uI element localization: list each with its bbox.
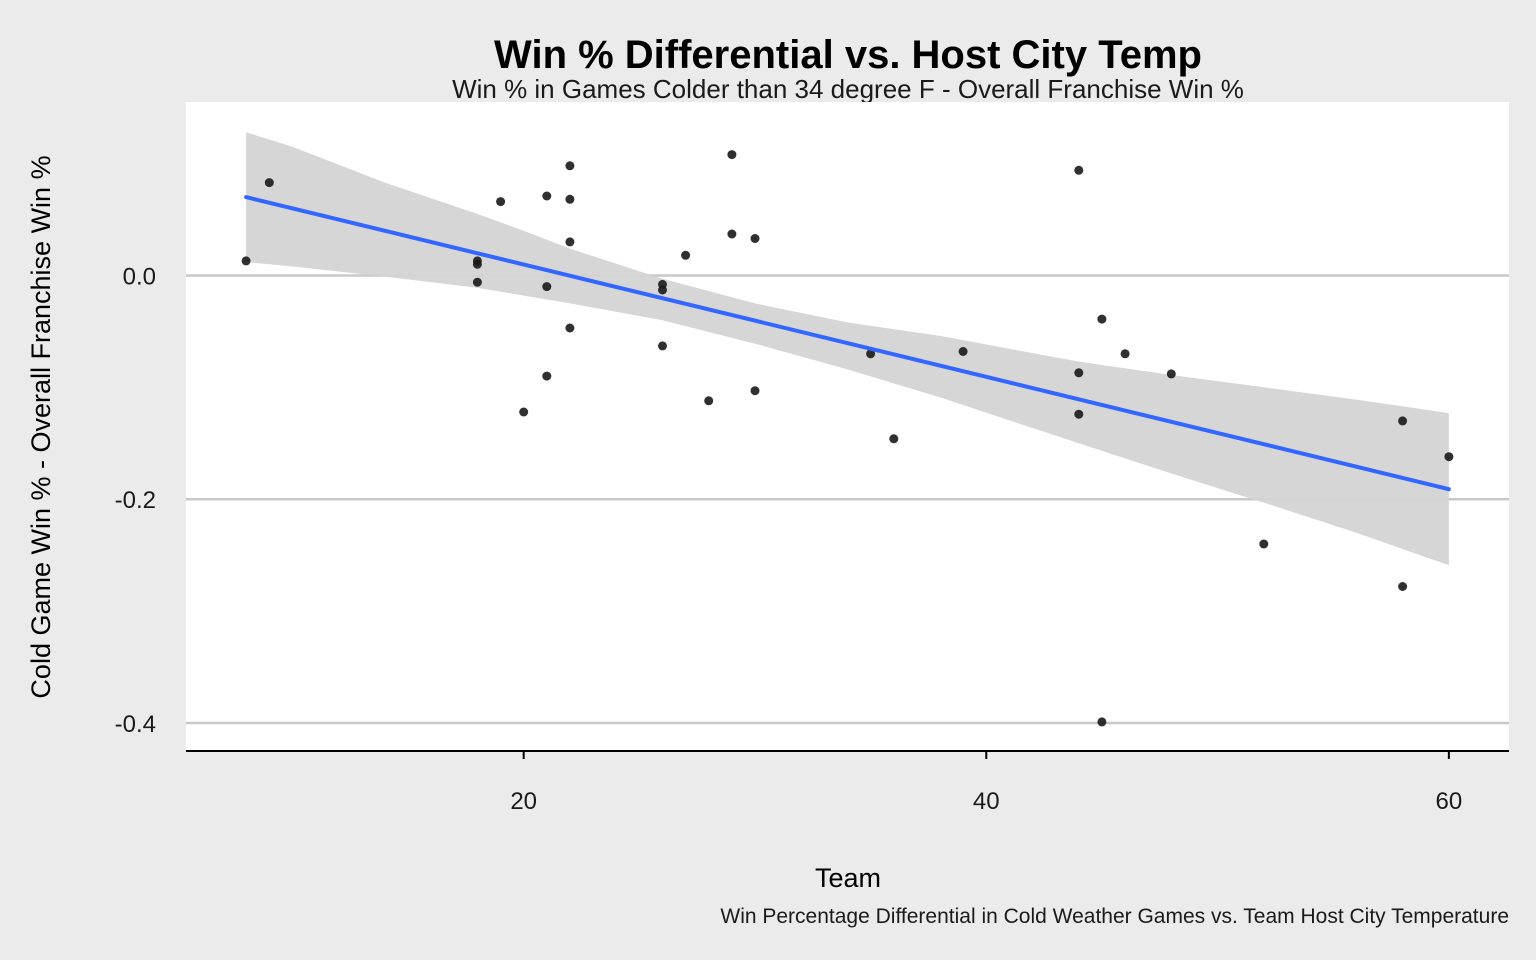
data-point xyxy=(727,150,737,160)
data-point xyxy=(1166,369,1176,379)
data-point xyxy=(866,349,876,359)
data-point xyxy=(1097,314,1107,324)
data-point xyxy=(704,396,714,406)
data-point xyxy=(1074,409,1084,419)
data-point xyxy=(542,282,552,292)
y-axis-label: Cold Game Win % - Overall Franchise Win … xyxy=(26,155,56,698)
data-point xyxy=(565,237,575,247)
data-point xyxy=(1398,416,1408,426)
data-point xyxy=(565,323,575,333)
data-point xyxy=(472,259,482,269)
data-point xyxy=(565,161,575,171)
data-point xyxy=(542,191,552,201)
data-point xyxy=(241,256,251,266)
data-point xyxy=(889,434,899,444)
y-tick-label: -0.2 xyxy=(115,487,156,514)
x-axis-label: Team xyxy=(815,863,881,893)
chart-caption: Win Percentage Differential in Cold Weat… xyxy=(720,905,1509,928)
data-point xyxy=(565,194,575,204)
data-point xyxy=(1074,165,1084,175)
confidence-band-group xyxy=(246,132,1449,566)
data-point xyxy=(750,234,760,243)
trend-line xyxy=(244,195,1451,492)
data-point xyxy=(681,250,691,260)
data-point xyxy=(727,229,737,239)
confidence-band xyxy=(246,132,1449,566)
data-point xyxy=(658,341,667,351)
data-points xyxy=(241,150,1454,727)
data-point xyxy=(750,386,760,396)
y-tick-label: -0.4 xyxy=(115,711,156,738)
trend-line-group xyxy=(244,195,1451,492)
chart-title: Win % Differential vs. Host City Temp xyxy=(494,33,1202,77)
data-point xyxy=(1259,539,1269,549)
x-tick-label: 20 xyxy=(510,788,537,815)
y-tick-label: 0.0 xyxy=(123,263,156,290)
data-point xyxy=(264,178,274,188)
data-point xyxy=(1444,452,1454,462)
data-point xyxy=(472,277,482,287)
data-point xyxy=(1097,717,1107,727)
data-point xyxy=(542,371,552,381)
chart-subtitle: Win % in Games Colder than 34 degree F -… xyxy=(452,74,1244,104)
data-point xyxy=(1398,582,1408,591)
y-axis-ticks: 0.0 -0.2 -0.4 xyxy=(115,263,156,738)
x-axis-ticks: 20 40 60 xyxy=(510,751,1462,815)
data-point xyxy=(1074,368,1084,378)
x-tick-label: 40 xyxy=(973,788,1000,815)
data-point xyxy=(496,197,506,207)
data-point xyxy=(519,407,529,417)
data-point xyxy=(1120,349,1130,359)
data-point xyxy=(658,285,667,295)
x-tick-label: 60 xyxy=(1436,788,1463,815)
data-point xyxy=(958,347,968,356)
